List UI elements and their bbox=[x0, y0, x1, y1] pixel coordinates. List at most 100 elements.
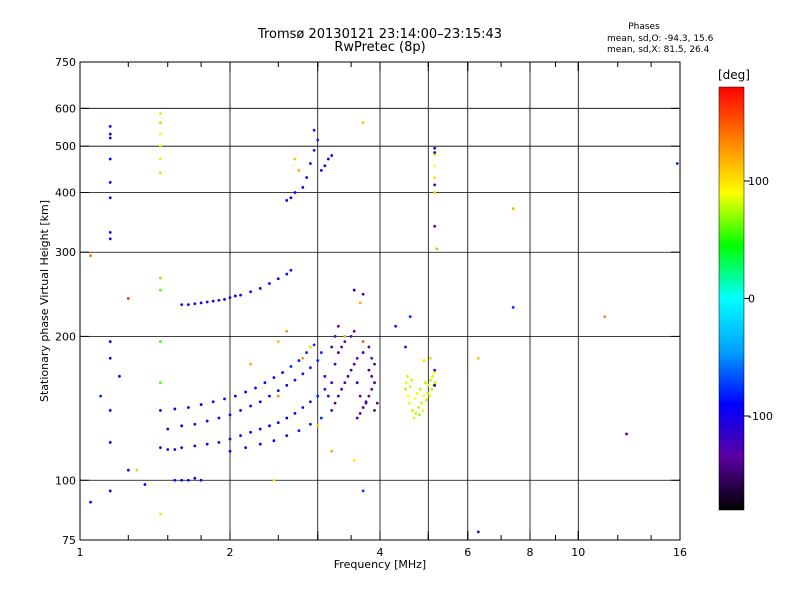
data-point-o bbox=[193, 476, 197, 480]
data-point-x bbox=[421, 409, 425, 412]
data-point-o bbox=[367, 345, 371, 349]
data-point-x bbox=[285, 329, 289, 333]
data-point-x bbox=[433, 381, 437, 385]
data-point-o bbox=[186, 303, 190, 307]
data-point-o bbox=[166, 427, 170, 431]
data-point-x bbox=[433, 164, 437, 168]
data-point-o bbox=[193, 422, 197, 426]
data-point-x bbox=[316, 424, 320, 428]
data-point-o bbox=[263, 381, 267, 385]
data-point-x bbox=[272, 478, 276, 482]
data-point-o bbox=[272, 439, 276, 443]
data-point-o bbox=[285, 434, 289, 438]
data-point-x bbox=[89, 254, 92, 258]
data-point-o bbox=[358, 394, 362, 398]
data-point-x bbox=[426, 383, 430, 387]
data-point-x bbox=[431, 374, 434, 378]
data-point-o bbox=[239, 293, 242, 297]
data-point-o bbox=[346, 374, 350, 378]
data-point-o bbox=[367, 394, 371, 398]
data-point-o bbox=[205, 300, 209, 304]
y-tick-label: 300 bbox=[55, 246, 76, 259]
data-point-o bbox=[249, 404, 253, 408]
data-point-o bbox=[276, 389, 280, 393]
data-point-x bbox=[406, 374, 409, 378]
phases-o-stats: mean, sd,O: -94.3, 15.6 bbox=[607, 34, 714, 44]
data-point-o bbox=[244, 390, 248, 394]
data-point-o bbox=[511, 305, 515, 309]
data-point-o bbox=[361, 406, 365, 409]
data-point-o bbox=[293, 378, 297, 382]
colorbar-tick-label: -100 bbox=[748, 410, 773, 423]
data-point-x bbox=[423, 381, 427, 385]
data-point-o bbox=[228, 413, 232, 417]
data-point-x bbox=[159, 121, 162, 125]
data-point-o bbox=[326, 157, 330, 161]
data-point-o bbox=[254, 386, 257, 390]
y-tick-label: 200 bbox=[55, 330, 76, 343]
data-point-o bbox=[312, 343, 316, 347]
data-point-x bbox=[422, 359, 426, 362]
data-point-o bbox=[370, 374, 374, 378]
data-point-x bbox=[412, 416, 416, 420]
y-tick-label: 100 bbox=[55, 474, 76, 487]
data-point-x bbox=[603, 315, 607, 319]
data-point-o bbox=[293, 191, 297, 194]
data-point-o bbox=[309, 162, 312, 165]
data-point-x bbox=[417, 406, 420, 409]
data-point-x bbox=[159, 157, 162, 161]
data-point-x bbox=[159, 112, 162, 115]
data-point-o bbox=[205, 442, 209, 446]
colorbar-tick-label: 0 bbox=[748, 293, 755, 306]
data-point-o bbox=[166, 448, 170, 451]
data-point-o bbox=[108, 409, 112, 412]
data-point-o bbox=[297, 359, 301, 362]
data-point-x bbox=[159, 144, 162, 148]
data-point-o bbox=[355, 381, 359, 385]
data-point-x bbox=[420, 401, 424, 405]
data-point-o bbox=[361, 351, 365, 354]
data-point-o bbox=[239, 434, 242, 438]
data-point-o bbox=[223, 397, 226, 401]
data-point-o bbox=[319, 416, 323, 420]
data-point-o bbox=[312, 148, 316, 152]
data-point-x bbox=[159, 381, 162, 385]
data-point-o bbox=[217, 298, 221, 302]
data-point-x bbox=[358, 301, 362, 305]
colorbar bbox=[718, 86, 745, 511]
data-point-o bbox=[108, 231, 112, 234]
data-point-o bbox=[316, 394, 320, 398]
data-point-o bbox=[289, 268, 293, 272]
data-point-o bbox=[108, 157, 112, 161]
data-point-o bbox=[370, 356, 374, 360]
data-point-x bbox=[426, 391, 429, 395]
data-point-o bbox=[336, 324, 340, 328]
data-point-o bbox=[193, 302, 197, 306]
data-point-x bbox=[135, 468, 139, 472]
data-point-x bbox=[422, 394, 426, 398]
data-point-o bbox=[108, 441, 112, 444]
data-point-o bbox=[211, 400, 215, 404]
data-point-x bbox=[435, 247, 439, 251]
data-point-o bbox=[330, 154, 334, 157]
data-point-o bbox=[375, 401, 379, 405]
data-point-o bbox=[173, 478, 177, 482]
data-point-o bbox=[361, 489, 365, 493]
data-point-o bbox=[301, 372, 305, 376]
data-point-o bbox=[373, 381, 376, 385]
data-point-o bbox=[394, 324, 398, 328]
data-point-o bbox=[309, 422, 312, 426]
data-point-o bbox=[319, 168, 323, 172]
data-point-o bbox=[268, 282, 271, 285]
data-point-x bbox=[309, 345, 312, 349]
data-point-x bbox=[429, 356, 432, 360]
data-point-o bbox=[297, 429, 301, 433]
chart-subtitle: RwPretec (8p) bbox=[334, 40, 426, 55]
data-point-o bbox=[625, 432, 628, 436]
data-point-x bbox=[301, 356, 305, 360]
data-point-x bbox=[511, 207, 515, 211]
x-tick-label: 16 bbox=[673, 546, 687, 559]
y-tick-label: 600 bbox=[55, 102, 76, 115]
